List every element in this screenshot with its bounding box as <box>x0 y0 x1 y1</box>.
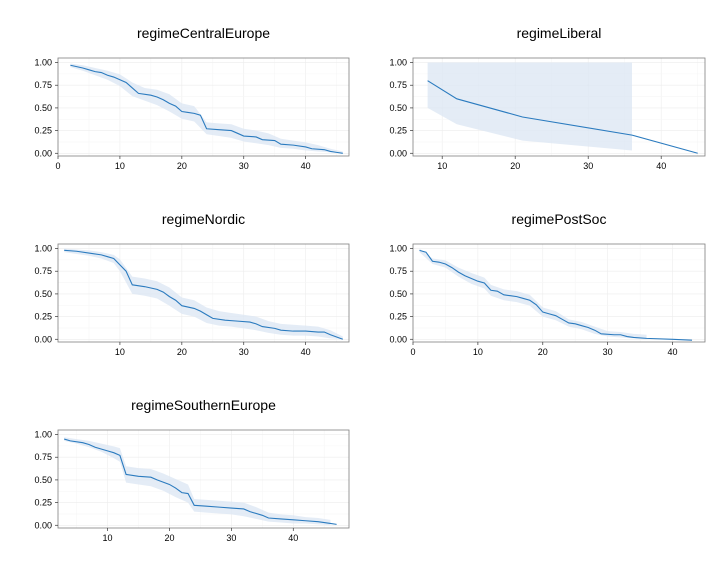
panel-border <box>57 57 350 157</box>
y-tick-label: 1.00 <box>34 58 52 68</box>
confidence-band <box>64 248 343 340</box>
x-tick-label: 10 <box>437 161 447 171</box>
y-tick-label: 0.75 <box>34 266 52 276</box>
y-tick-label: 0.00 <box>34 334 52 344</box>
survival-line <box>64 438 337 525</box>
x-tick-label: 20 <box>177 161 187 171</box>
y-tick-label: 0.75 <box>389 80 407 90</box>
panel-2: regimeLiberal 0.00 0.25 0.50 0.75 1.00 10 20 30 4… <box>389 25 706 171</box>
survival-line <box>64 249 343 340</box>
y-tick-label: 0.75 <box>389 266 407 276</box>
panel-border <box>57 243 350 343</box>
x-tick-label: 40 <box>288 533 298 543</box>
x-tick-label: 0 <box>55 161 60 171</box>
x-tick-label: 40 <box>301 347 311 357</box>
y-tick-label: 0.25 <box>34 126 52 136</box>
survival-line <box>70 64 343 154</box>
x-tick-label: 10 <box>103 533 113 543</box>
y-tick-label: 0.00 <box>389 334 407 344</box>
y-tick-label: 0.50 <box>34 475 52 485</box>
y-tick-label: 0.00 <box>389 148 407 158</box>
x-tick-label: 30 <box>239 347 249 357</box>
x-tick-label: 20 <box>538 347 548 357</box>
x-tick-label: 30 <box>239 161 249 171</box>
y-tick-label: 0.25 <box>389 312 407 322</box>
panel-title: regimeNordic <box>162 211 245 227</box>
x-tick-label: 40 <box>668 347 678 357</box>
y-tick-label: 0.25 <box>34 312 52 322</box>
x-tick-label: 0 <box>410 347 415 357</box>
y-tick-label: 0.75 <box>34 452 52 462</box>
confidence-band <box>70 63 343 154</box>
y-tick-label: 1.00 <box>34 430 52 440</box>
x-tick-label: 10 <box>473 347 483 357</box>
panel-3: regimeNordic 0.00 0.25 0.50 0.75 1.00 10 20 30 40 <box>34 211 350 357</box>
x-tick-label: 20 <box>164 533 174 543</box>
survival-line <box>427 80 698 154</box>
panel-title: regimeSouthernEurope <box>131 397 276 413</box>
y-tick-label: 0.00 <box>34 520 52 530</box>
panel-border <box>412 243 706 343</box>
panel-title: regimePostSoc <box>512 211 607 227</box>
x-tick-label: 20 <box>510 161 520 171</box>
panel-1: regimeCentralEurope 0.00 0.25 0.50 0.75 1.00 0… <box>34 25 350 171</box>
panel-border <box>57 429 350 529</box>
panel-title: regimeLiberal <box>517 25 602 41</box>
panel-background <box>413 244 705 342</box>
y-tick-label: 0.75 <box>34 80 52 90</box>
survival-line <box>419 249 693 341</box>
panel-5: regimeSouthernEurope 0.00 0.25 0.50 0.75 1.00… <box>34 397 350 543</box>
y-tick-label: 0.25 <box>34 498 52 508</box>
x-tick-label: 30 <box>583 161 593 171</box>
x-tick-label: 30 <box>603 347 613 357</box>
y-tick-label: 0.50 <box>34 103 52 113</box>
confidence-band <box>427 62 632 151</box>
x-tick-label: 20 <box>177 347 187 357</box>
confidence-band <box>64 437 331 526</box>
panel-border <box>412 57 706 157</box>
x-tick-label: 10 <box>115 347 125 357</box>
y-tick-label: 1.00 <box>389 58 407 68</box>
y-tick-label: 1.00 <box>389 244 407 254</box>
y-tick-label: 0.50 <box>389 103 407 113</box>
y-tick-label: 1.00 <box>34 244 52 254</box>
panel-title: regimeCentralEurope <box>137 25 270 41</box>
x-tick-label: 10 <box>115 161 125 171</box>
y-tick-label: 0.50 <box>34 289 52 299</box>
y-tick-label: 0.50 <box>389 289 407 299</box>
panel-4: regimePostSoc 0.00 0.25 0.50 0.75 1.00 0 10 20 30… <box>389 211 706 357</box>
x-tick-label: 40 <box>656 161 666 171</box>
y-tick-label: 0.25 <box>389 126 407 136</box>
x-tick-label: 40 <box>301 161 311 171</box>
y-tick-label: 0.00 <box>34 148 52 158</box>
x-tick-label: 30 <box>226 533 236 543</box>
